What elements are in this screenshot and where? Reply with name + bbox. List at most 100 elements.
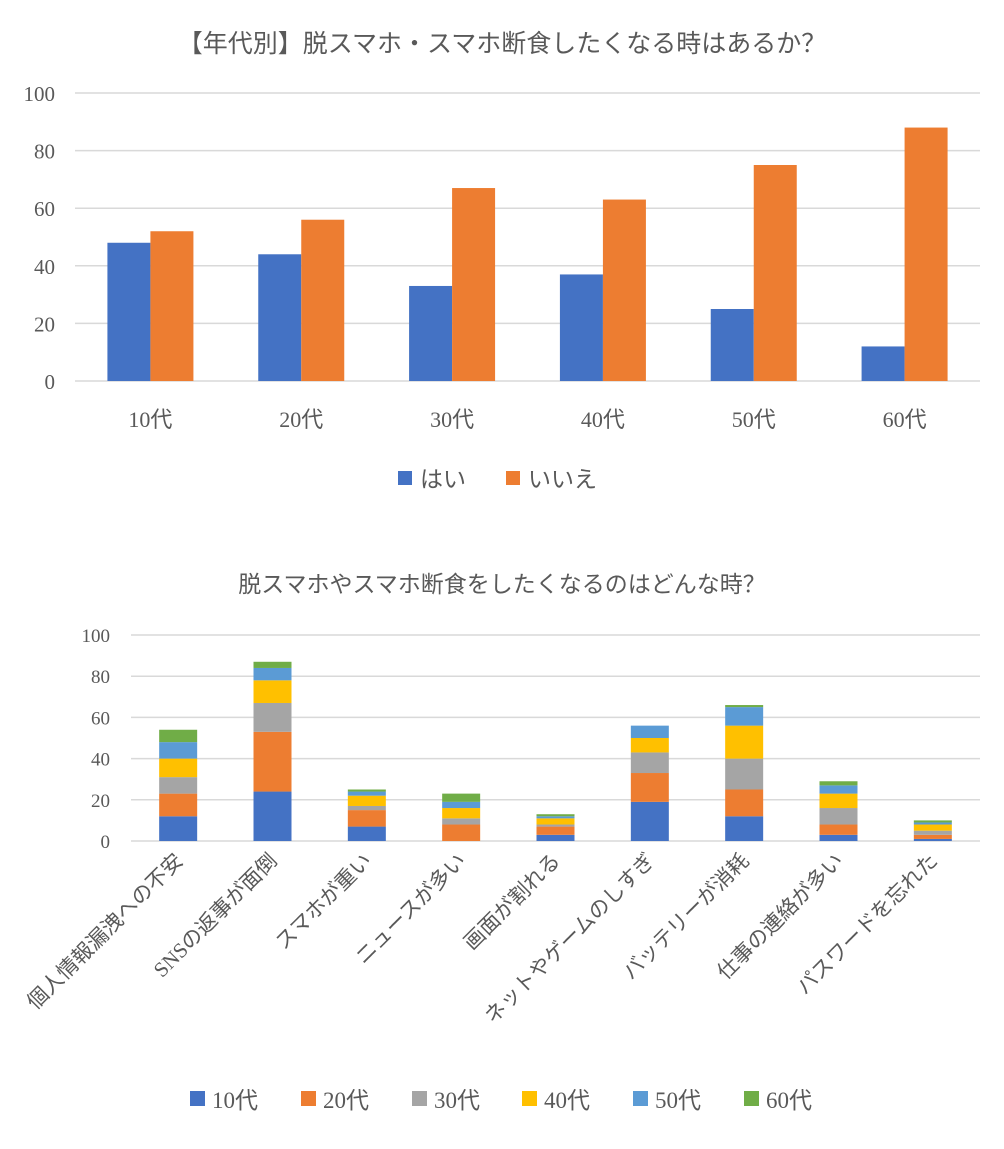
bar-segment-60代 bbox=[253, 661, 292, 668]
bar-segment-60代 bbox=[347, 789, 386, 792]
legend-swatch bbox=[412, 1091, 427, 1106]
bar-segment-20代 bbox=[347, 810, 386, 827]
bar-segment-30代 bbox=[630, 752, 669, 774]
bar-segment-30代 bbox=[819, 808, 858, 825]
bar-segment-60代 bbox=[536, 814, 575, 817]
bar-segment-40代 bbox=[630, 738, 669, 753]
bar-segment-60代 bbox=[725, 705, 764, 708]
x-tick-label: 個人情報漏洩への不安 bbox=[22, 849, 187, 1014]
legend-label: 40代 bbox=[544, 1088, 590, 1113]
y-tick-label: 0 bbox=[45, 370, 56, 394]
bar-segment-30代 bbox=[159, 777, 198, 794]
bar-segment-10代 bbox=[253, 791, 292, 841]
bar-はい bbox=[107, 242, 151, 381]
bar-segment-30代 bbox=[725, 758, 764, 790]
bar-segment-30代 bbox=[442, 818, 481, 825]
bar-segment-40代 bbox=[159, 758, 198, 778]
bar-segment-20代 bbox=[819, 824, 858, 835]
legend-label: いいえ bbox=[528, 467, 597, 492]
bar-はい bbox=[559, 274, 603, 381]
legend-swatch bbox=[744, 1091, 759, 1106]
x-tick-label: 50代 bbox=[732, 407, 776, 432]
bar-segment-40代 bbox=[819, 793, 858, 809]
x-tick-label: 60代 bbox=[883, 407, 927, 432]
bar-segment-20代 bbox=[913, 834, 952, 839]
legend-swatch bbox=[506, 471, 520, 485]
y-tick-label: 40 bbox=[34, 255, 55, 279]
bar-segment-30代 bbox=[347, 805, 386, 811]
bar-segment-10代 bbox=[159, 816, 198, 841]
legend-swatch bbox=[190, 1091, 205, 1106]
bar-はい bbox=[710, 309, 754, 381]
bar-segment-10代 bbox=[913, 838, 952, 841]
bar-segment-50代 bbox=[253, 667, 292, 681]
bar-いいえ bbox=[150, 231, 194, 381]
bar-segment-50代 bbox=[725, 707, 764, 726]
chart2: 020406080100個人情報漏洩への不安SNSの返事が面倒スマホが重いニュー… bbox=[22, 626, 980, 1113]
legend-swatch bbox=[522, 1091, 537, 1106]
y-tick-label: 20 bbox=[91, 791, 110, 812]
bar-はい bbox=[258, 254, 302, 381]
bar-segment-30代 bbox=[536, 824, 575, 827]
bar-segment-10代 bbox=[725, 816, 764, 841]
bar-segment-60代 bbox=[159, 729, 198, 743]
bar-segment-10代 bbox=[630, 801, 669, 841]
bar-segment-50代 bbox=[347, 791, 386, 796]
bar-はい bbox=[409, 285, 453, 381]
bar-segment-20代 bbox=[630, 773, 669, 802]
bar-segment-60代 bbox=[913, 820, 952, 823]
legend-swatch bbox=[301, 1091, 316, 1106]
bar-segment-10代 bbox=[536, 834, 575, 841]
y-tick-label: 100 bbox=[24, 82, 56, 106]
bar-segment-30代 bbox=[913, 830, 952, 835]
bar-segment-20代 bbox=[442, 824, 481, 841]
bar-segment-40代 bbox=[913, 824, 952, 831]
x-tick-label: 30代 bbox=[430, 407, 474, 432]
y-tick-label: 0 bbox=[101, 832, 111, 853]
bar-segment-40代 bbox=[725, 725, 764, 759]
bar-segment-20代 bbox=[725, 789, 764, 817]
x-tick-label: 40代 bbox=[581, 407, 625, 432]
bar-segment-10代 bbox=[347, 826, 386, 841]
bar-いいえ bbox=[753, 165, 797, 381]
bar-segment-30代 bbox=[253, 702, 292, 732]
legend-swatch bbox=[633, 1091, 648, 1106]
legend-label: 30代 bbox=[434, 1088, 480, 1113]
legend-label: 10代 bbox=[212, 1088, 258, 1113]
y-tick-label: 100 bbox=[82, 626, 111, 647]
x-tick-label: ネットやゲームのしすぎ bbox=[480, 849, 660, 1029]
x-tick-label: 画面が割れる bbox=[459, 849, 565, 955]
legend-label: 60代 bbox=[766, 1088, 812, 1113]
bar-segment-20代 bbox=[159, 793, 198, 817]
y-tick-label: 20 bbox=[34, 312, 55, 336]
bar-segment-40代 bbox=[253, 680, 292, 703]
legend-label: 50代 bbox=[655, 1088, 701, 1113]
x-tick-label: 10代 bbox=[128, 407, 172, 432]
bar-segment-20代 bbox=[536, 826, 575, 835]
bar-segment-50代 bbox=[536, 816, 575, 819]
bar-はい bbox=[861, 346, 905, 381]
bar-segment-50代 bbox=[913, 822, 952, 825]
y-tick-label: 80 bbox=[34, 140, 55, 164]
bar-segment-60代 bbox=[442, 793, 481, 802]
legend-swatch bbox=[398, 471, 412, 485]
y-tick-label: 60 bbox=[34, 197, 55, 221]
x-tick-label: 20代 bbox=[279, 407, 323, 432]
bar-いいえ bbox=[602, 199, 646, 381]
x-tick-label: スマホが重い bbox=[271, 849, 377, 955]
bar-segment-40代 bbox=[536, 818, 575, 825]
bar-segment-50代 bbox=[819, 785, 858, 794]
bar-いいえ bbox=[452, 188, 496, 381]
legend-label: はい bbox=[420, 467, 466, 492]
bar-segment-50代 bbox=[442, 801, 481, 809]
bar-いいえ bbox=[904, 127, 948, 381]
y-tick-label: 60 bbox=[91, 708, 110, 729]
bar-segment-40代 bbox=[347, 795, 386, 806]
legend-label: 20代 bbox=[323, 1088, 369, 1113]
y-tick-label: 40 bbox=[91, 750, 110, 771]
bar-segment-50代 bbox=[159, 742, 198, 759]
y-tick-label: 80 bbox=[91, 667, 110, 688]
bar-segment-40代 bbox=[442, 808, 481, 819]
